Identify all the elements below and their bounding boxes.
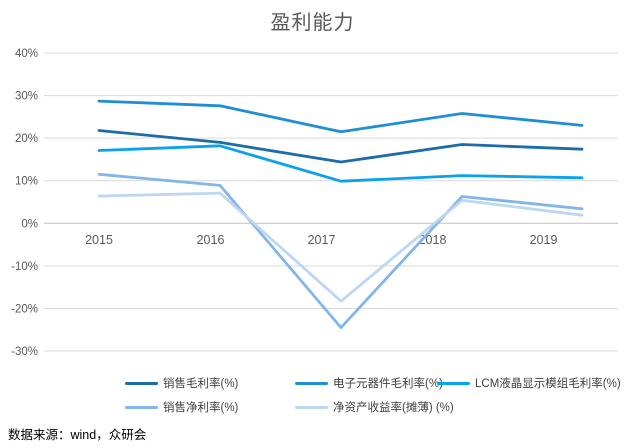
series-line (97, 99, 584, 134)
legend-swatch (437, 381, 470, 385)
y-axis-tick-label: -20% (11, 303, 38, 315)
legend-item: 销售净利率(%) (125, 398, 238, 416)
legend-swatch (295, 381, 328, 385)
legend-label: 销售净利率(%) (163, 402, 239, 414)
y-axis-tick-label: 0% (21, 218, 38, 230)
legend-item: LCM液晶显示模组毛利率(%) (437, 374, 621, 392)
legend-label: 电子元器件毛利率(%) (333, 378, 443, 390)
x-axis-tick-label: 2015 (85, 233, 113, 247)
legend-swatch (125, 381, 158, 385)
series-line (97, 172, 584, 330)
series-line (97, 191, 584, 303)
y-axis-tick-label: -30% (11, 346, 38, 358)
legend: 销售毛利率(%) 电子元器件毛利率(%) LCM液晶显示模组毛利率(%) 销售净利率(… (0, 370, 625, 420)
y-axis-tick-label: 20% (15, 133, 38, 145)
y-axis-tick-label: 30% (15, 91, 38, 103)
legend-item: 电子元器件毛利率(%) (295, 374, 443, 392)
chart-title: 盈利能力 (270, 12, 355, 34)
legend-label: LCM液晶显示模组毛利率(%) (475, 378, 621, 390)
x-axis-tick-label: 2016 (197, 233, 225, 247)
legend-item: 净资产收益率(摊薄) (%) (295, 398, 454, 416)
source-note: 数据来源：wind，众研会 (8, 428, 147, 442)
x-axis-tick-label: 2017 (308, 233, 336, 247)
legend-label: 销售毛利率(%) (163, 378, 239, 390)
legend-label: 净资产收益率(摊薄) (%) (333, 402, 454, 414)
series-line (97, 144, 584, 183)
y-axis-tick-label: 40% (15, 48, 38, 60)
legend-swatch (125, 405, 158, 409)
x-axis-tick-label: 2019 (530, 233, 558, 247)
legend-item: 销售毛利率(%) (125, 374, 238, 392)
y-axis-tick-label: -10% (11, 261, 38, 273)
y-axis-tick-label: 10% (15, 176, 38, 188)
series-line (97, 129, 584, 164)
legend-swatch (295, 405, 328, 409)
